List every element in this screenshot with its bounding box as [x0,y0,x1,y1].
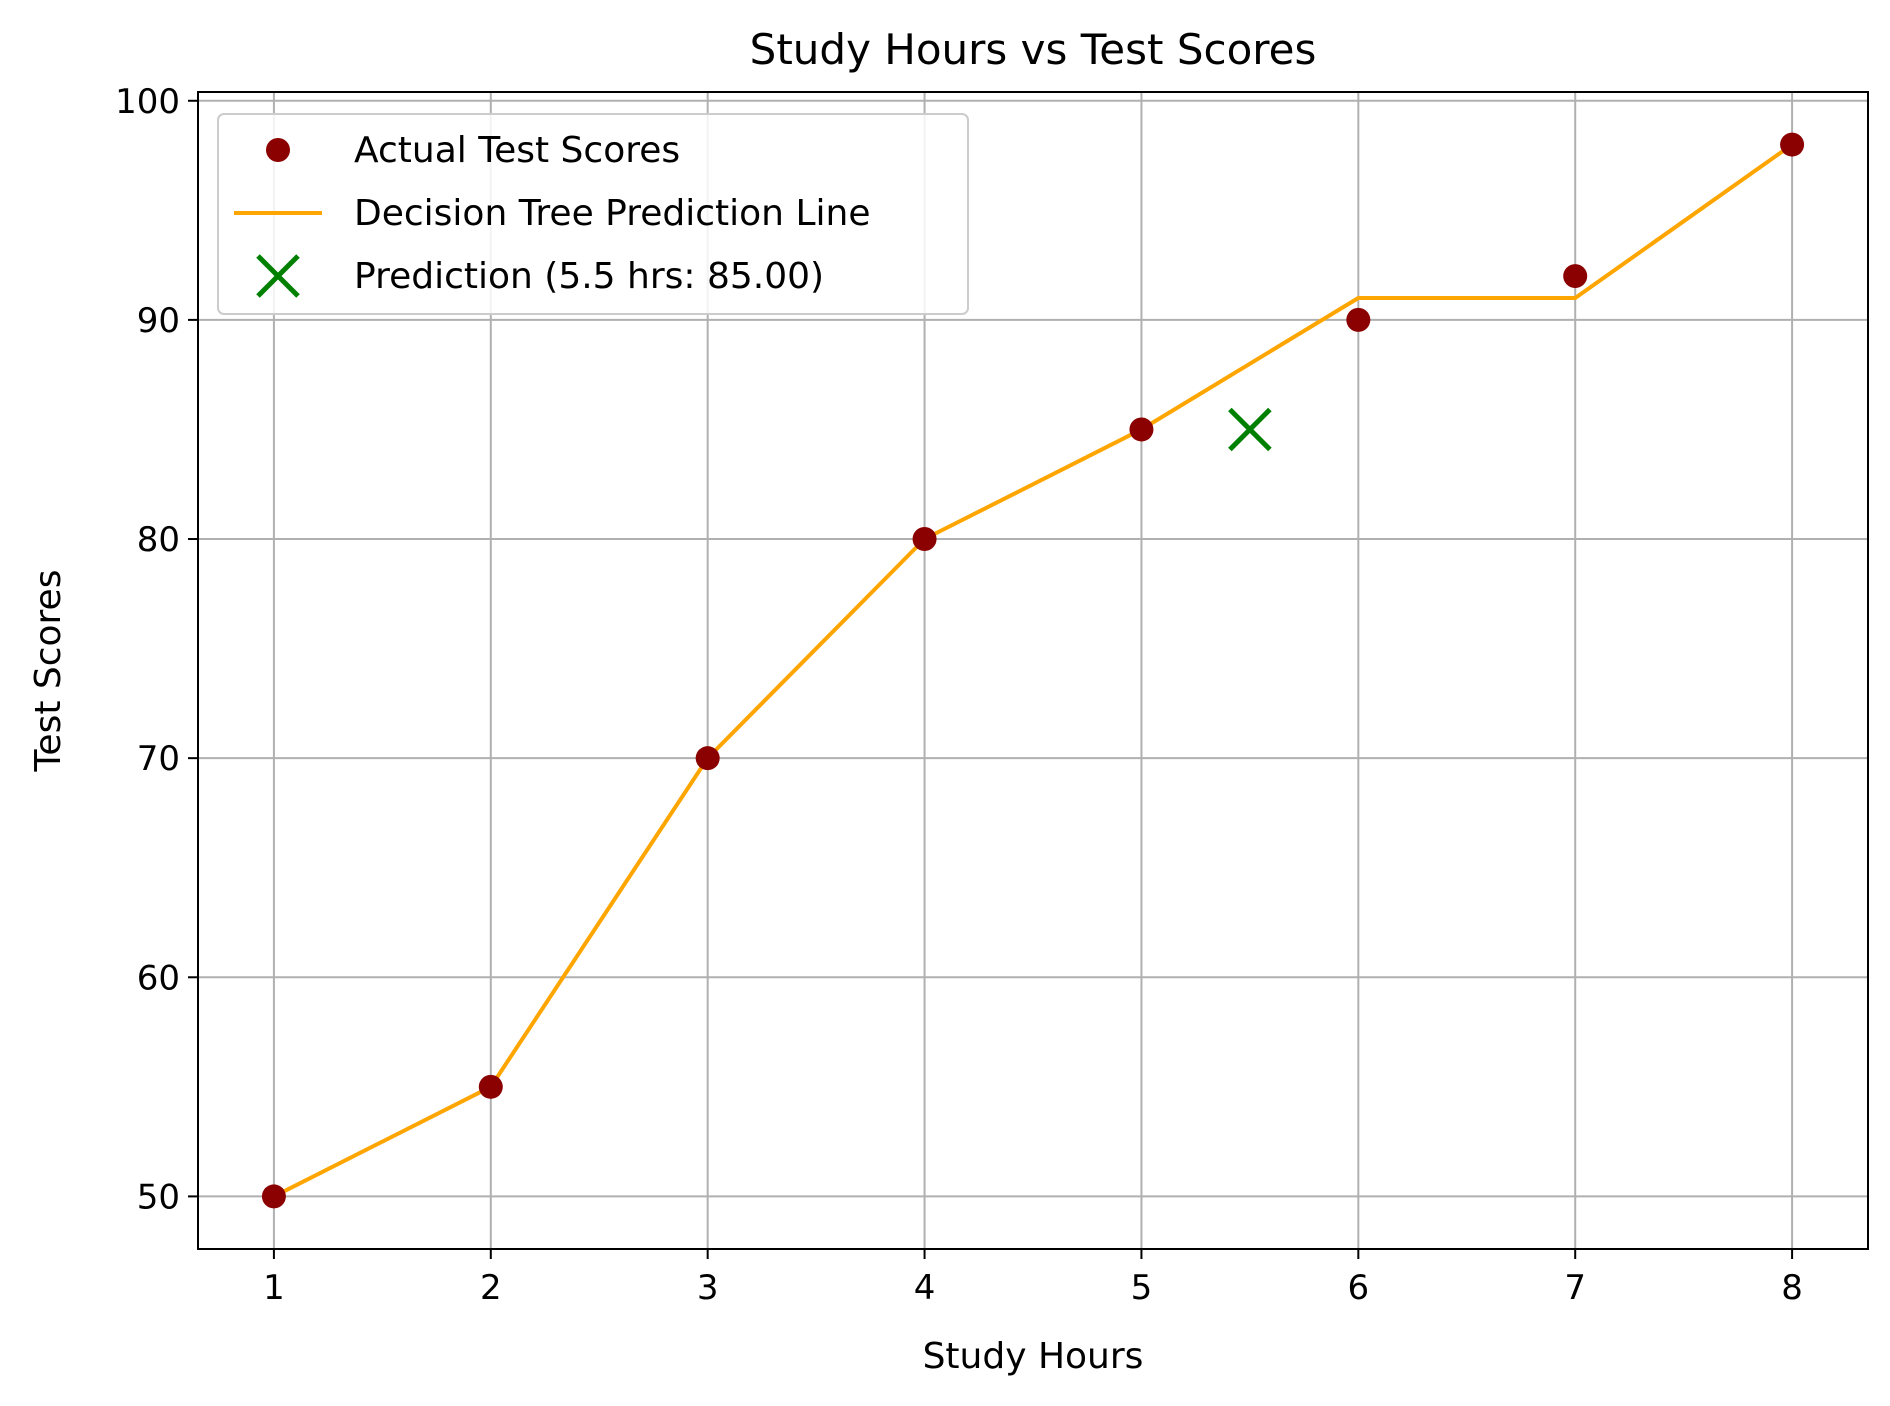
prediction-marker-stroke [1228,407,1272,452]
actual-score-point [912,527,937,552]
legend-marker-prediction-x [256,254,300,298]
x-tick-label: 6 [1348,1268,1370,1308]
actual-score-point [478,1074,503,1099]
actual-score-point [1346,307,1371,332]
actual-score-point [695,746,720,771]
x-tick-label: 1 [263,1268,285,1308]
actual-score-point [1129,417,1154,442]
actual-score-point [261,1184,286,1209]
y-tick-label: 100 [115,82,180,122]
legend-box [217,113,969,315]
chart-title: Study Hours vs Test Scores [750,25,1317,74]
y-tick-label: 80 [137,520,180,560]
chart-legend: Actual Test Scores Decision Tree Predict… [217,113,969,315]
x-tick-label: 3 [697,1268,719,1308]
x-tick-label: 2 [480,1268,502,1308]
grid-lines [198,92,1868,1249]
x-tick-label: 7 [1564,1268,1586,1308]
y-tick-label: 50 [137,1177,180,1217]
y-tick-label: 70 [137,739,180,779]
y-tick-label: 90 [137,301,180,341]
legend-label-actual-scores: Actual Test Scores [354,130,680,171]
axis-ticks: 1 2 3 4 5 6 7 8 50 60 70 80 90 100 [115,82,1803,1308]
prediction-point-marker [1228,407,1272,452]
y-tick-label: 60 [137,958,180,998]
actual-score-point [1563,264,1588,289]
data-points-layer [261,132,1805,1209]
x-tick-label: 8 [1781,1268,1803,1308]
legend-marker-actual-scores [266,138,290,162]
x-tick-label: 5 [1131,1268,1153,1308]
x-tick-label: 4 [914,1268,936,1308]
y-axis-label: Test Scores [28,570,69,773]
legend-label-prediction-line: Decision Tree Prediction Line [354,193,870,234]
prediction-line [273,142,1794,1199]
legend-label-prediction-point: Prediction (5.5 hrs: 85.00) [354,256,824,297]
actual-score-point [1780,132,1805,157]
plot-area-frame [197,91,1869,1250]
x-axis-label: Study Hours [923,1336,1144,1377]
prediction-line-layer [273,142,1794,1199]
legend-x-stroke [256,254,300,298]
